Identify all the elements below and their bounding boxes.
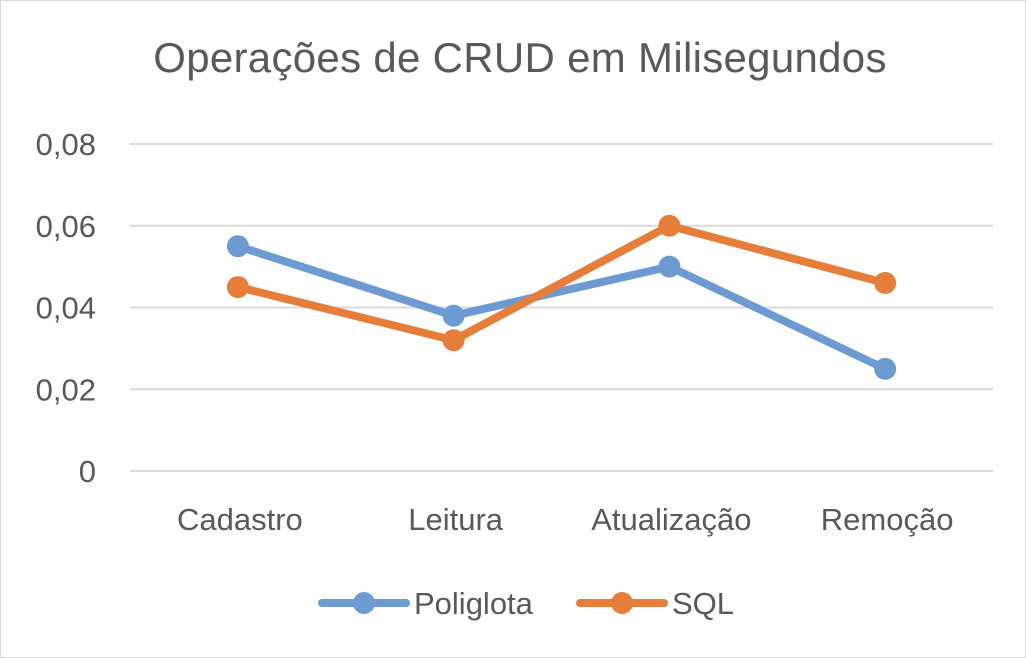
- y-tick-label: 0,02: [36, 372, 96, 407]
- y-tick-label: 0,06: [36, 209, 96, 244]
- data-point-sql: [226, 276, 249, 299]
- data-point-sql: [874, 271, 897, 294]
- y-tick-label: 0,08: [36, 127, 96, 162]
- legend-label: Poliglota: [414, 586, 534, 621]
- gridlines: [130, 143, 993, 472]
- series-group: [226, 214, 897, 380]
- x-tick-label: Atualização: [591, 502, 751, 537]
- x-axis-ticks: Cadastro Leitura Atualização Remoção: [177, 502, 953, 537]
- x-tick-label: Remoção: [821, 502, 954, 537]
- legend: Poliglota SQL: [318, 586, 734, 621]
- data-point-poliglota: [226, 235, 249, 258]
- data-point-sql: [658, 214, 681, 237]
- chart-title: Operações de CRUD em Milisegundos: [153, 34, 887, 81]
- y-tick-label: 0: [79, 454, 96, 489]
- y-axis-ticks: 0 0,02 0,04 0,06 0,08: [36, 127, 96, 489]
- data-point-sql: [442, 329, 465, 352]
- data-point-poliglota: [658, 255, 681, 278]
- x-tick-label: Leitura: [408, 502, 504, 537]
- legend-swatch-marker: [611, 592, 633, 614]
- data-point-poliglota: [442, 304, 465, 327]
- y-tick-label: 0,04: [36, 291, 96, 326]
- data-point-poliglota: [874, 357, 897, 380]
- x-tick-label: Cadastro: [177, 502, 303, 537]
- series-line-poliglota: [233, 242, 890, 373]
- legend-swatch-marker: [353, 592, 375, 614]
- legend-label: SQL: [672, 586, 734, 621]
- series-line-sql: [233, 221, 890, 345]
